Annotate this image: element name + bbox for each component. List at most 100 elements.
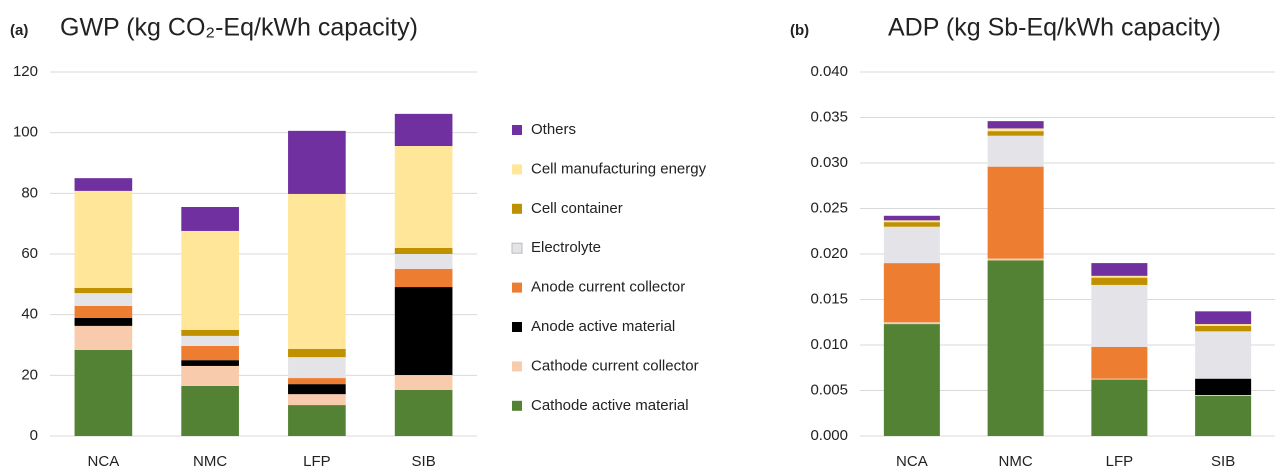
y-tick-label: 0.025 <box>810 199 848 216</box>
legend-swatch <box>512 125 522 135</box>
x-tick-label: NCA <box>88 453 120 470</box>
bar-segment <box>181 230 239 330</box>
bar-segment <box>1195 378 1252 396</box>
bar-segment <box>74 178 133 191</box>
bar-segment <box>181 365 239 386</box>
bar-segment <box>288 357 346 379</box>
bar-segment <box>394 254 453 269</box>
legend-swatch <box>512 164 522 175</box>
bar-segment <box>1091 275 1148 278</box>
bar-segment <box>74 287 133 294</box>
bar-segment <box>883 222 940 227</box>
x-tick-label: LFP <box>303 453 331 470</box>
bar-segment <box>394 268 453 288</box>
legend-swatch <box>511 242 523 254</box>
legend-swatch <box>512 203 522 214</box>
y-tick-label: 0.000 <box>810 427 848 444</box>
y-tick-label: 40 <box>21 306 38 323</box>
legend-label: Others <box>531 121 576 138</box>
bar-segment <box>1091 263 1148 276</box>
bar-segment <box>1091 379 1148 436</box>
legend-label: Cathode current collector <box>531 357 699 374</box>
bar-segment <box>394 375 453 390</box>
bar-segment <box>987 131 1044 136</box>
legend-label: Electrolyte <box>531 239 601 256</box>
y-tick-label: 80 <box>21 184 38 201</box>
legend-swatch <box>512 282 522 293</box>
bar-segment <box>288 130 346 194</box>
panel-label: (b) <box>790 22 809 39</box>
y-tick-label: 0.040 <box>810 63 848 80</box>
bar-segment <box>288 384 346 395</box>
bar-segment <box>288 348 346 358</box>
bar-segment <box>181 345 239 361</box>
bar-segment <box>181 360 239 366</box>
legend-label: Cell container <box>531 200 623 217</box>
bar-segment <box>181 329 239 336</box>
legend-label: Anode current collector <box>531 279 685 296</box>
bar-segment <box>987 121 1044 129</box>
y-tick-label: 20 <box>21 366 38 383</box>
bar-segment <box>74 349 133 436</box>
bar-segment <box>1195 324 1252 326</box>
bar-segment <box>288 405 346 436</box>
bar-segment <box>883 324 940 436</box>
bar-segment <box>74 190 133 288</box>
x-tick-label: SIB <box>1211 453 1235 470</box>
bar-segment <box>1195 395 1252 436</box>
bar-segment <box>883 322 940 325</box>
bar-segment <box>1091 378 1148 380</box>
bar-segment <box>394 247 453 254</box>
bar-segment <box>394 287 453 376</box>
x-tick-label: NCA <box>896 453 928 470</box>
x-tick-label: LFP <box>1106 453 1134 470</box>
legend-swatch <box>512 322 522 332</box>
bar-segment <box>1091 284 1148 347</box>
chart-title: GWP (kg CO₂-Eq/kWh capacity) <box>60 14 418 42</box>
bar-segment <box>1195 395 1252 396</box>
y-tick-label: 0.010 <box>810 336 848 353</box>
bar-segment <box>181 206 239 231</box>
bar-segment <box>181 385 239 436</box>
panel-label: (a) <box>10 22 28 39</box>
y-tick-label: 0.015 <box>810 290 848 307</box>
y-tick-label: 0.035 <box>810 108 848 125</box>
y-tick-label: 0.005 <box>810 381 848 398</box>
y-tick-label: 0.030 <box>810 154 848 171</box>
bar-segment <box>394 113 453 147</box>
chart-title: ADP (kg Sb-Eq/kWh capacity) <box>888 14 1221 42</box>
bar-segment <box>74 318 133 326</box>
y-tick-label: 0.020 <box>810 245 848 262</box>
bar-segment <box>74 325 133 350</box>
y-tick-label: 60 <box>21 245 38 262</box>
bar-segment <box>74 305 133 319</box>
bar-segment <box>883 263 940 323</box>
x-tick-label: NMC <box>193 453 227 470</box>
bar-segment <box>883 226 940 264</box>
bar-segment <box>987 135 1044 167</box>
bar-segment <box>1195 325 1252 332</box>
bar-segment <box>181 335 239 346</box>
legend-swatch <box>512 361 522 372</box>
legend-swatch <box>512 400 522 411</box>
bar-segment <box>394 389 453 436</box>
legend-label: Cell manufacturing energy <box>531 160 707 177</box>
bar-segment <box>288 378 346 385</box>
bar-segment <box>883 215 940 221</box>
bar-segment <box>1195 311 1252 325</box>
bar-segment <box>1091 346 1148 379</box>
legend-label: Anode active material <box>531 318 675 335</box>
bar-segment <box>1091 277 1148 285</box>
bar-segment <box>987 166 1044 259</box>
x-tick-label: SIB <box>412 453 436 470</box>
bar-segment <box>288 394 346 406</box>
bar-segment <box>883 220 940 223</box>
bar-segment <box>987 260 1044 436</box>
bar-segment <box>288 193 346 349</box>
bar-segment <box>987 128 1044 132</box>
bar-segment <box>394 146 453 248</box>
bar-segment <box>1195 331 1252 379</box>
y-tick-label: 0 <box>30 427 38 444</box>
bar-segment <box>987 258 1044 261</box>
